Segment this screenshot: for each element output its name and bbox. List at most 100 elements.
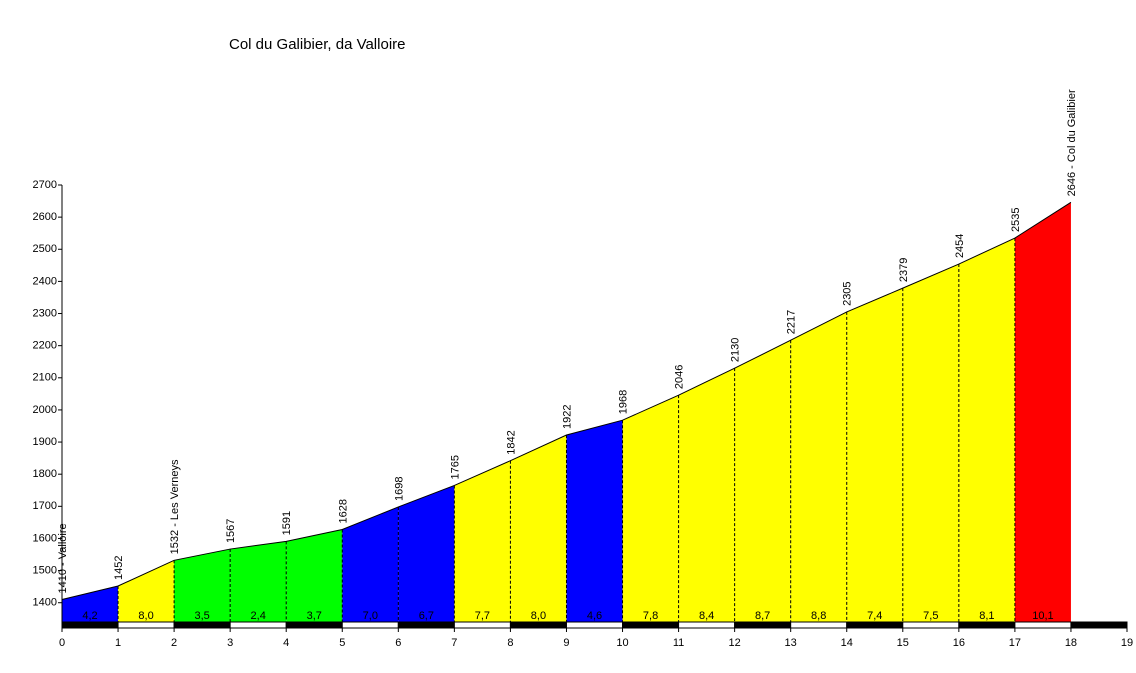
km-strip (1014, 621, 1072, 629)
elevation-label: 1591 (281, 511, 293, 535)
gradient-label: 8,8 (811, 610, 826, 622)
gradient-label: 8,4 (699, 610, 714, 622)
climb-segment (734, 340, 791, 622)
x-tick-label: 5 (339, 637, 345, 649)
km-strip (341, 621, 399, 629)
elevation-label: 1842 (505, 430, 517, 454)
climb-segment (230, 541, 287, 622)
climb-segment (566, 420, 623, 622)
km-strip (509, 621, 567, 629)
x-tick-label: 18 (1065, 637, 1077, 649)
x-tick-label: 3 (227, 637, 233, 649)
climb-segment (902, 264, 959, 622)
elevation-label: 1922 (561, 405, 573, 429)
elevation-label: 1410 - Valloire (57, 523, 69, 593)
elevation-label: 2130 (730, 338, 742, 362)
gradient-label: 7,0 (363, 610, 378, 622)
y-tick-label: 2200 (33, 340, 57, 352)
x-tick-label: 7 (451, 637, 457, 649)
km-strip (958, 621, 1016, 629)
km-strip (565, 621, 624, 629)
x-tick-label: 9 (563, 637, 569, 649)
elevation-label: 1452 (113, 556, 125, 580)
x-tick-label: 14 (841, 637, 853, 649)
y-tick-label: 2600 (33, 211, 57, 223)
elevation-label: 2217 (786, 310, 798, 334)
y-tick-label: 2300 (33, 307, 57, 319)
x-tick-label: 17 (1009, 637, 1021, 649)
climb-segment (398, 485, 455, 622)
x-tick-label: 2 (171, 637, 177, 649)
y-tick-label: 1600 (33, 532, 57, 544)
km-strip (846, 621, 904, 629)
gradient-label: 3,5 (194, 610, 209, 622)
elevation-label: 2379 (898, 258, 910, 282)
km-strip (117, 621, 175, 629)
climb-segment (678, 368, 735, 622)
gradient-label: 8,0 (138, 610, 153, 622)
climb-segment (1014, 202, 1071, 622)
x-tick-label: 13 (785, 637, 797, 649)
climb-segment (958, 238, 1015, 623)
km-strip (229, 621, 287, 629)
elevation-label: 1698 (393, 476, 405, 500)
x-tick-label: 6 (395, 637, 401, 649)
gradient-label: 7,5 (923, 610, 938, 622)
km-strip (397, 621, 455, 629)
x-tick-label: 4 (283, 637, 289, 649)
x-tick-label: 0 (59, 637, 65, 649)
km-strip (453, 621, 511, 629)
elevation-label: 2535 (1010, 208, 1022, 232)
km-strip (902, 621, 960, 629)
gradient-label: 4,6 (587, 610, 602, 622)
climb-segment (62, 586, 119, 622)
climb-segment (174, 549, 231, 622)
y-tick-label: 2000 (33, 404, 57, 416)
gradient-label: 7,4 (867, 610, 882, 622)
elevation-label: 2046 (674, 365, 686, 389)
y-tick-label: 1400 (33, 597, 57, 609)
climb-segment (510, 434, 567, 622)
km-strip (285, 621, 343, 629)
elevation-label: 1532 - Les Verneys (169, 459, 181, 554)
x-tick-label: 19 (1121, 637, 1133, 649)
x-tick-label: 15 (897, 637, 909, 649)
x-tick-label: 10 (616, 637, 628, 649)
gradient-label: 2,4 (251, 610, 266, 622)
y-tick-label: 1700 (33, 500, 57, 512)
gradient-label: 8,1 (979, 610, 994, 622)
gradient-label: 8,0 (531, 610, 546, 622)
chart-title: Col du Galibier, da Valloire (229, 36, 405, 53)
climb-segment (286, 529, 343, 622)
km-strip (734, 621, 792, 629)
y-tick-label: 2100 (33, 372, 57, 384)
y-tick-label: 2700 (33, 179, 57, 191)
climb-segment (622, 395, 679, 622)
elevation-label: 1567 (225, 519, 237, 543)
gradient-label: 7,8 (643, 610, 658, 622)
km-strip (1070, 621, 1128, 629)
km-strip (622, 621, 680, 629)
y-tick-label: 1900 (33, 436, 57, 448)
km-strip (173, 621, 231, 629)
y-tick-label: 2500 (33, 243, 57, 255)
km-strip (790, 621, 848, 629)
elevation-label: 2454 (954, 234, 966, 258)
x-tick-label: 1 (115, 637, 121, 649)
y-tick-label: 1500 (33, 564, 57, 576)
km-strip (678, 621, 736, 629)
gradient-label: 7,7 (475, 610, 490, 622)
climb-segment (790, 311, 847, 622)
x-tick-label: 8 (507, 637, 513, 649)
climb-segment (118, 560, 175, 622)
profile-line (61, 201, 1072, 600)
climb-segment (454, 460, 511, 622)
gradient-label: 10,1 (1032, 610, 1053, 622)
gradient-label: 8,7 (755, 610, 770, 622)
elevation-label: 2305 (842, 281, 854, 305)
gradient-label: 6,7 (419, 610, 434, 622)
climb-segment (342, 506, 399, 622)
gradient-label: 3,7 (307, 610, 322, 622)
elevation-label: 1628 (337, 499, 349, 523)
